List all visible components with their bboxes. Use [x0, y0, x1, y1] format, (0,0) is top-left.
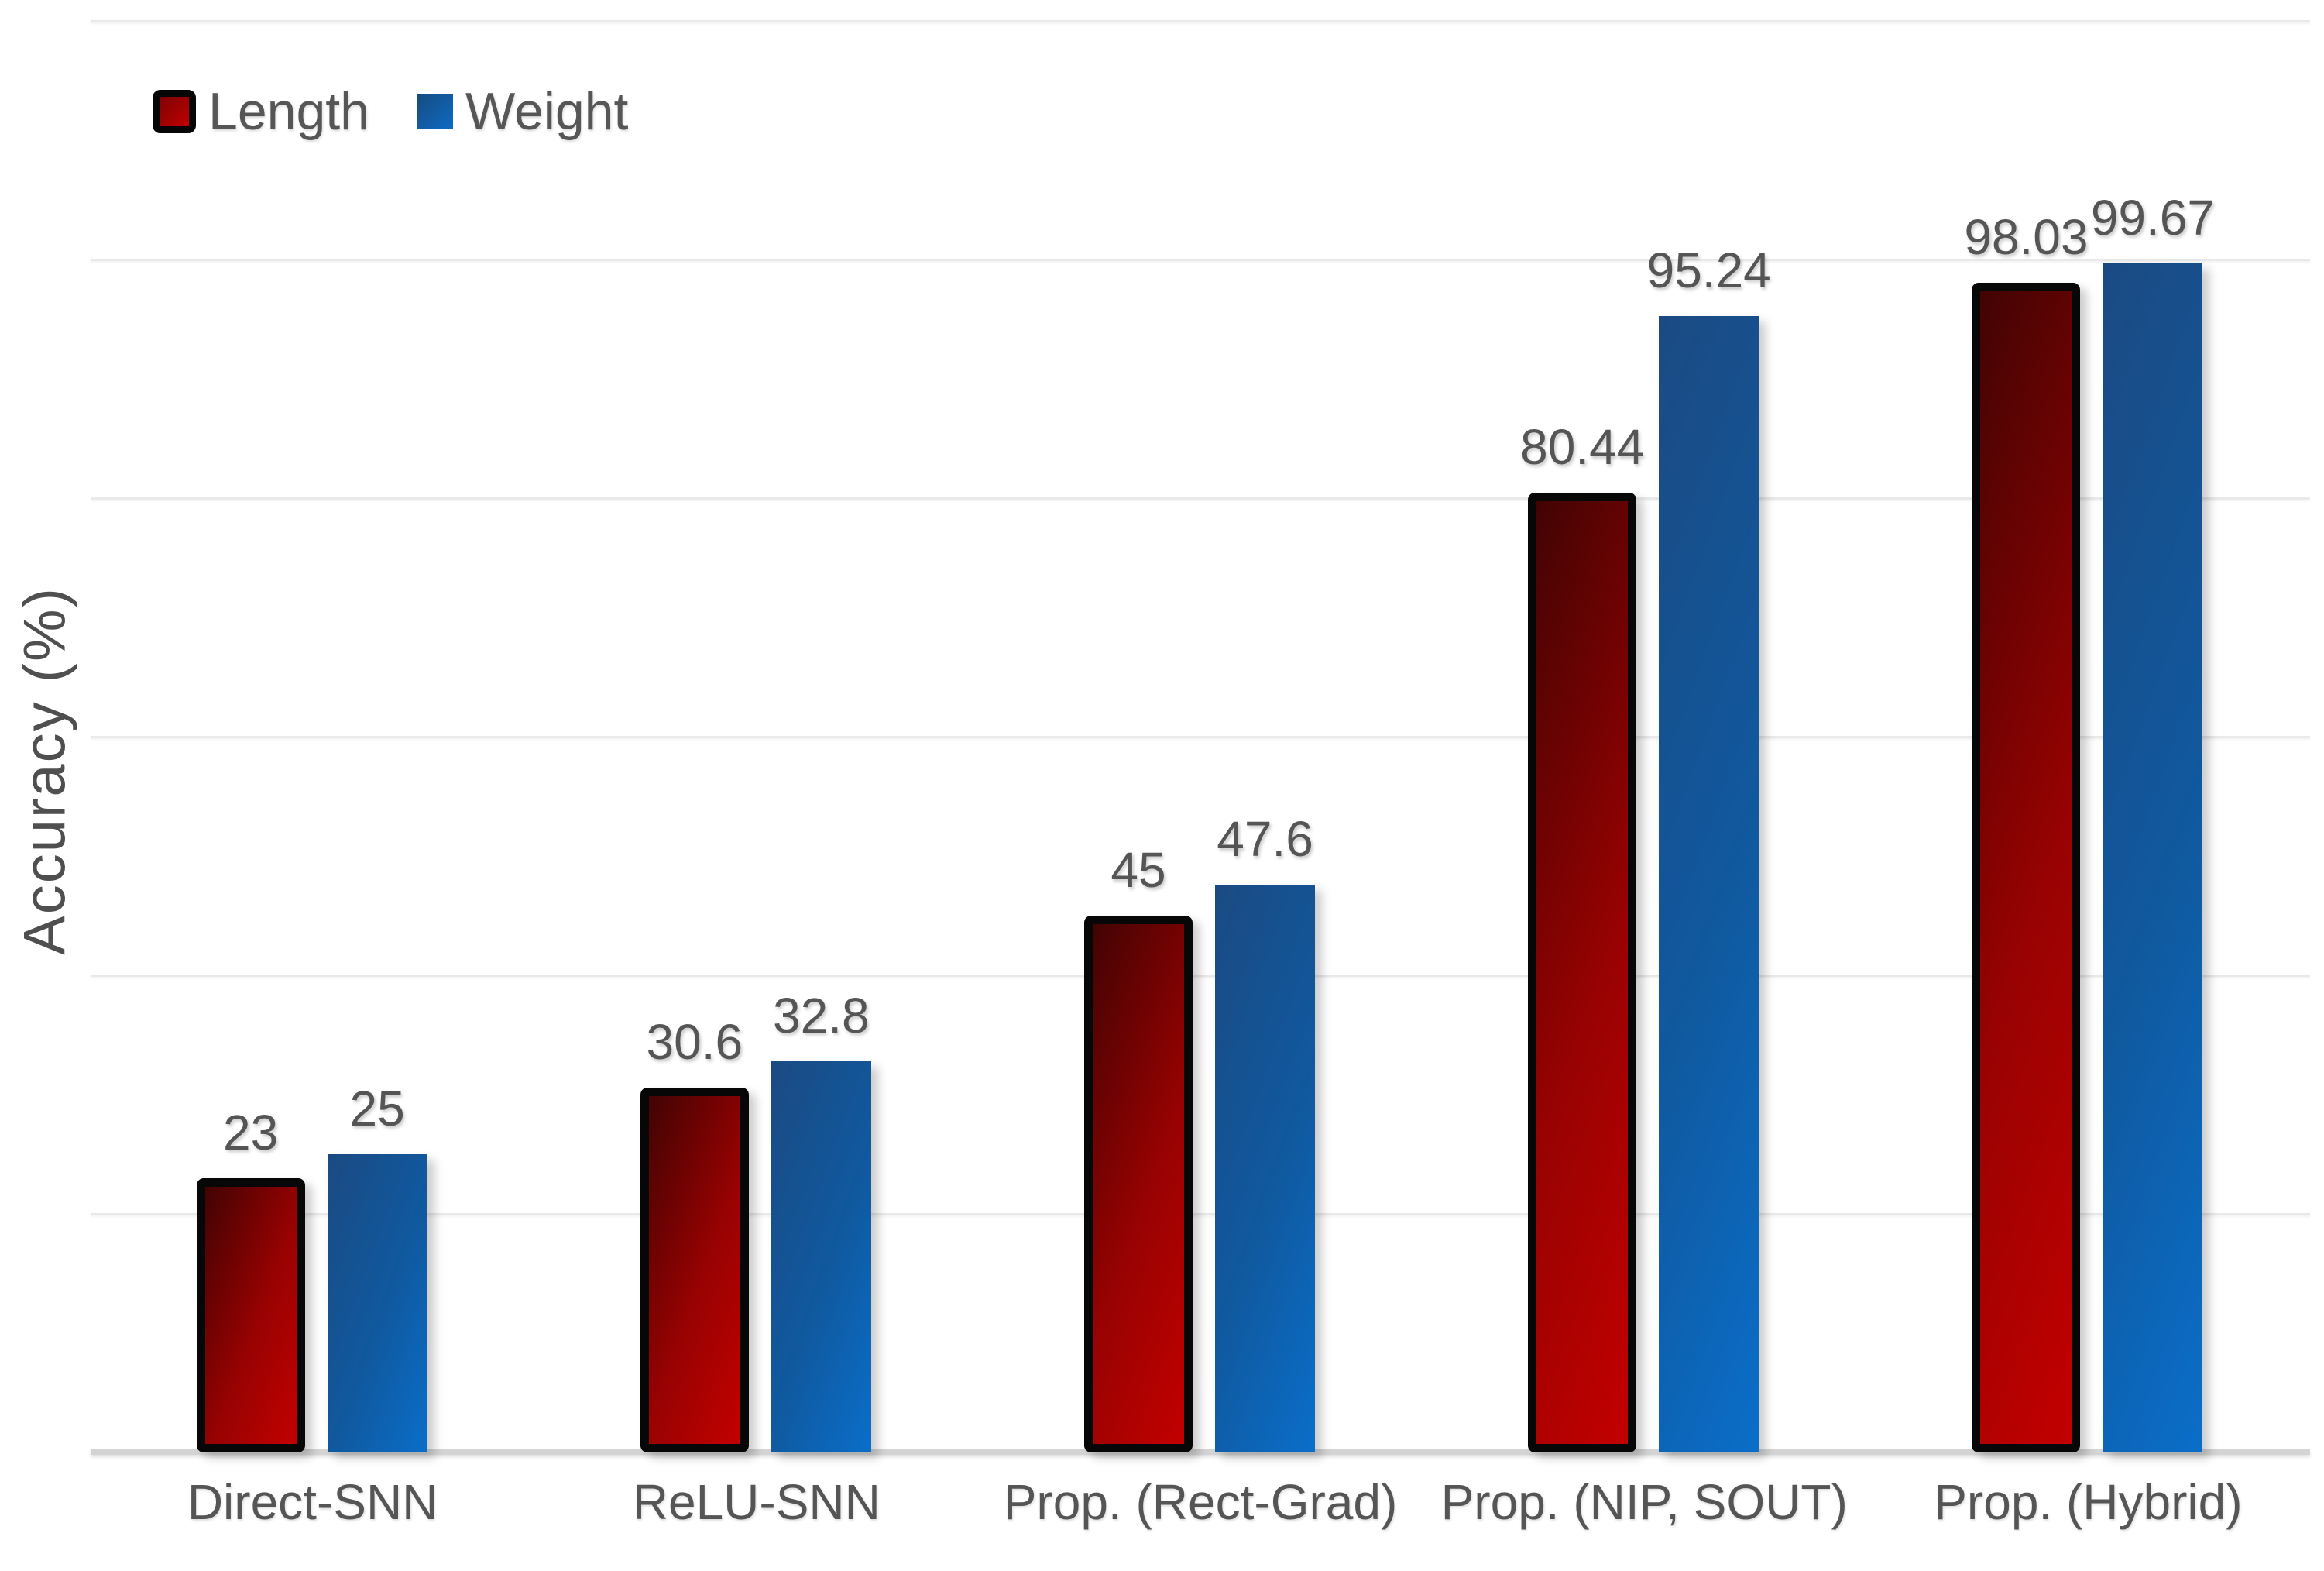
- value-label-length-prop-rect-grad: 45: [1111, 842, 1166, 898]
- category-label-prop-nip-sout: Prop. (NIP, SOUT): [1440, 1474, 1848, 1530]
- value-label-length-prop-hybrid: 98.03: [1964, 209, 2089, 265]
- legend-swatch-weight: [417, 94, 453, 129]
- value-label-length-prop-nip-sout: 80.44: [1520, 419, 1645, 475]
- gridline-20: [91, 1212, 2310, 1215]
- x-axis-line: [91, 1449, 2310, 1455]
- gridline-120: [91, 19, 2310, 22]
- plot-area: 23 30.6 45 80.44 98.03 25 32.8 47.6 95.24 99.67: [91, 19, 2310, 1455]
- gridline-80: [91, 497, 2310, 500]
- bar-length-prop-nip-sout: [1528, 493, 1637, 1452]
- value-label-weight-prop-rect-grad: 47.6: [1217, 811, 1313, 867]
- bar-weight-direct-snn: [327, 1154, 427, 1452]
- category-label-relu-snn: ReLU-SNN: [632, 1474, 881, 1530]
- gridline-40: [91, 974, 2310, 977]
- category-label-prop-hybrid: Prop. (Hybrid): [1934, 1474, 2243, 1530]
- bar-weight-prop-nip-sout: [1659, 316, 1759, 1452]
- legend: Length Weight: [153, 81, 628, 143]
- value-label-length-relu-snn: 30.6: [646, 1014, 743, 1070]
- value-label-length-direct-snn: 23: [223, 1105, 279, 1160]
- y-axis-title: Accuracy (%): [12, 586, 78, 955]
- bar-weight-relu-snn: [771, 1061, 871, 1452]
- value-label-weight-prop-hybrid: 99.67: [2090, 190, 2215, 246]
- value-label-weight-prop-nip-sout: 95.24: [1646, 242, 1771, 298]
- bar-length-prop-rect-grad: [1084, 916, 1193, 1452]
- legend-label-weight: Weight: [465, 82, 629, 141]
- gridline-60: [91, 735, 2310, 738]
- bar-length-direct-snn: [196, 1178, 305, 1452]
- bar-length-relu-snn: [640, 1088, 749, 1452]
- bar-weight-prop-hybrid: [2103, 263, 2203, 1452]
- category-label-prop-rect-grad: Prop. (Rect-Grad): [1003, 1474, 1398, 1530]
- legend-swatch-length: [153, 90, 196, 133]
- value-label-weight-direct-snn: 25: [349, 1081, 405, 1136]
- category-label-direct-snn: Direct-SNN: [187, 1474, 438, 1530]
- value-label-weight-relu-snn: 32.8: [773, 988, 870, 1043]
- gridline-100: [91, 258, 2310, 261]
- bar-length-prop-hybrid: [1972, 283, 2081, 1452]
- bar-weight-prop-rect-grad: [1215, 885, 1315, 1452]
- legend-label-length: Length: [208, 82, 369, 141]
